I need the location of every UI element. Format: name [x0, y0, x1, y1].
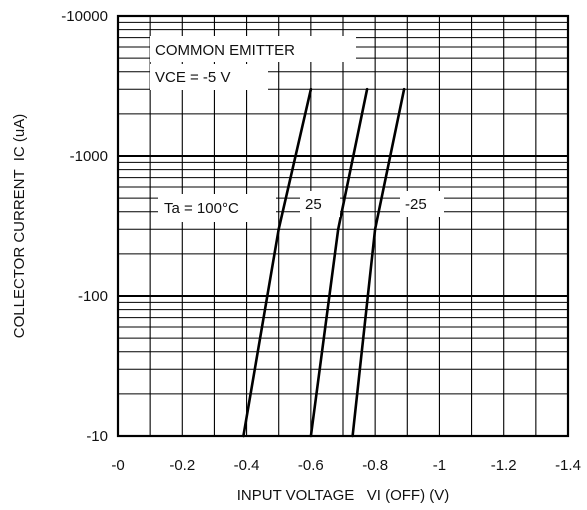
x-tick-label: -0.8 — [362, 457, 388, 474]
series-line-2 — [351, 87, 406, 438]
x-tick-label: -1.4 — [555, 457, 581, 474]
x-tick-label: -1.2 — [491, 457, 517, 474]
y-tick-label: -1000 — [70, 148, 108, 165]
series-line-1 — [309, 87, 369, 438]
ta-25-label-bg — [300, 191, 340, 217]
y-tick-labels: -10 -100 -1000 -10000 — [61, 8, 108, 445]
ta-neg25-label: -25 — [405, 196, 427, 213]
x-tick-label: -0.6 — [298, 457, 324, 474]
series-line-0 — [242, 87, 313, 438]
curves — [242, 87, 406, 438]
vce-label-bg — [150, 64, 268, 90]
ta-100-label-bg — [158, 194, 276, 222]
major-grid — [118, 155, 568, 297]
ta-100-label: Ta = 100°C — [164, 200, 239, 217]
x-tick-label: -0.4 — [234, 457, 260, 474]
y-axis-label: COLLECTOR CURRENT IC (uA) — [11, 114, 28, 338]
x-tick-labels: -0 -0.2 -0.4 -0.6 -0.8 -1 -1.2 -1.4 — [111, 457, 581, 474]
ta-neg25-label-bg — [400, 191, 444, 217]
minor-grid — [118, 16, 568, 436]
y-tick-label: -10000 — [61, 8, 108, 25]
x-tick-label: -0.2 — [169, 457, 195, 474]
vce-label: VCE = -5 V — [155, 69, 230, 86]
x-tick-label: -1 — [433, 457, 446, 474]
y-tick-label: -10 — [86, 428, 108, 445]
common-emitter-label: COMMON EMITTER — [155, 42, 295, 59]
ta-25-label: 25 — [305, 196, 322, 213]
common-emitter-label-bg — [150, 36, 356, 62]
x-tick-label: -0 — [111, 457, 124, 474]
y-tick-label: -100 — [78, 288, 108, 305]
x-axis-label: INPUT VOLTAGE VI (OFF) (V) — [237, 487, 450, 504]
plot-frame — [116, 14, 570, 438]
